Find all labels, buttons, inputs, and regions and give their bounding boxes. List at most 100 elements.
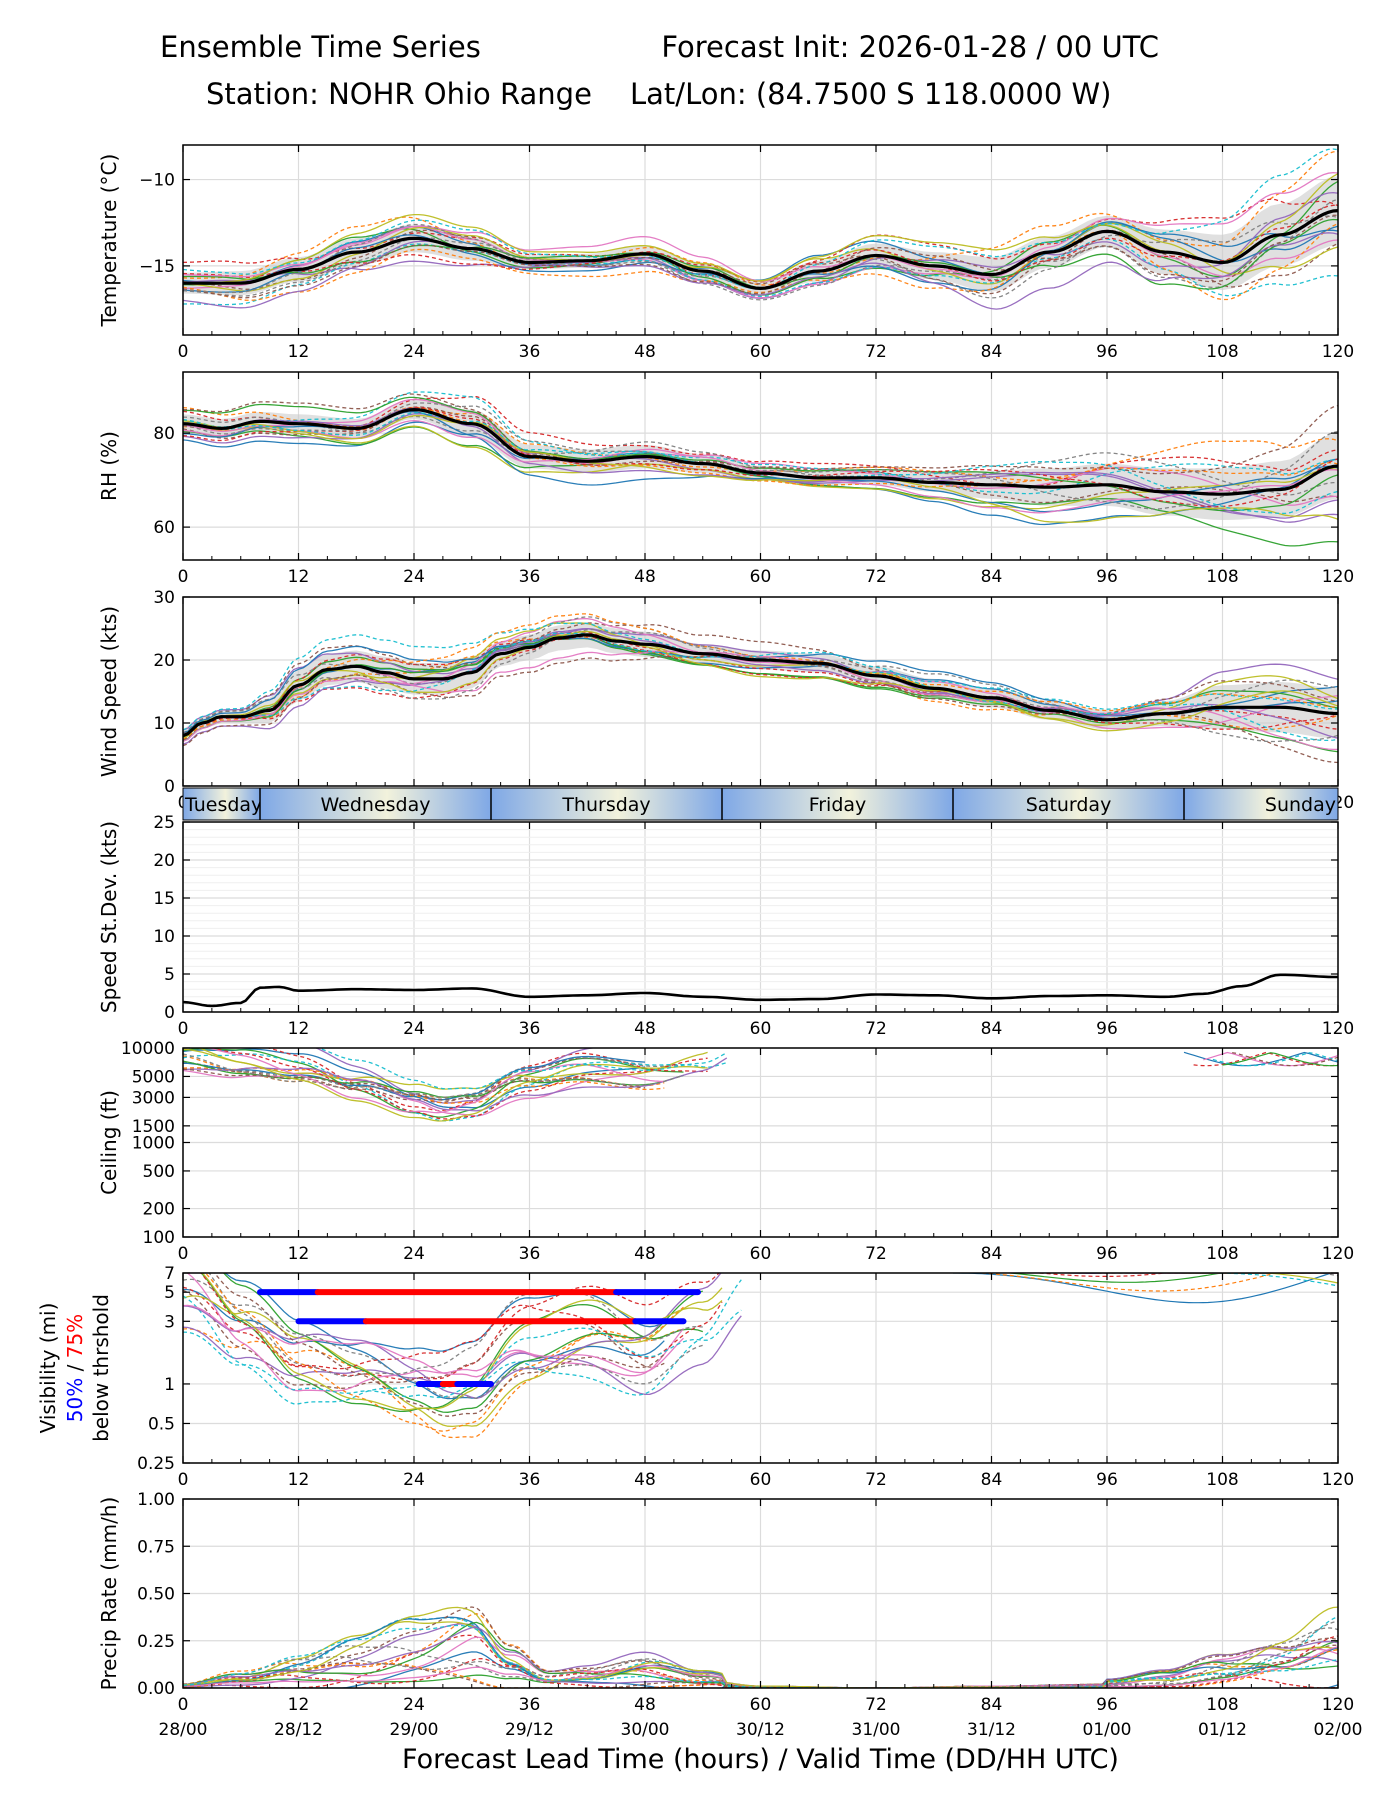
panel-ceiling: 0 12 24 36 48 60 72 84 96 108 120 100 200 500 10001500… xyxy=(97,1039,1354,1264)
ceiling-ytick-label: 3000 xyxy=(132,1088,175,1108)
precip-ytick-label: 0.75 xyxy=(137,1537,175,1557)
wind-ytick-label: 20 xyxy=(153,651,175,671)
rh-member-line xyxy=(183,391,1338,495)
temperature-xtick-label: 108 xyxy=(1206,342,1238,362)
rh-xtick-label: 48 xyxy=(634,567,656,587)
visibility-member-line xyxy=(201,1273,723,1411)
wind-ylabel: Wind Speed (kts) xyxy=(97,606,121,777)
ceiling-xtick-label: 108 xyxy=(1206,1244,1238,1264)
ceiling-member-line xyxy=(183,1053,727,1122)
visibility-member-line xyxy=(1184,1273,1338,1284)
wind-member-line xyxy=(183,622,1338,734)
visibility-ytick-label: 1 xyxy=(164,1375,175,1395)
temperature-member-line xyxy=(183,173,1338,285)
rh-xtick-label: 60 xyxy=(750,567,772,587)
rh-member-line xyxy=(183,406,1338,508)
ceiling-member-line xyxy=(316,1048,728,1090)
wind-member-line xyxy=(183,630,1338,739)
latlon-label: Lat/Lon: (84.7500 S 118.0000 W) xyxy=(630,77,1112,111)
rh-ytick-label: 80 xyxy=(153,424,175,444)
rh-xtick-label: 12 xyxy=(288,567,310,587)
precip-xtick-label: 0 xyxy=(178,1695,189,1715)
ceiling-ytick-label: 500 xyxy=(143,1162,175,1182)
valid-time-label: 02/00 xyxy=(1314,1720,1363,1740)
temperature-xtick-label: 12 xyxy=(288,342,310,362)
stdev-ytick-label: 0 xyxy=(164,1003,175,1023)
temperature-xtick-label: 96 xyxy=(1096,342,1118,362)
day-label: Friday xyxy=(809,794,867,816)
panel-stdev: 0 12 24 36 48 60 72 84 96 108 120 0 5 10 15 20 25 Speed S… xyxy=(97,813,1354,1039)
stdev-xtick-label: 84 xyxy=(981,1019,1003,1039)
panel-visibility: 0 12 24 36 48 60 72 84 96 108 120 0.25 0.5 1 3 57 Visibi… xyxy=(36,1264,1354,1490)
day-band-frame xyxy=(182,787,1339,821)
pct-75-label: 75% xyxy=(63,1314,87,1358)
visibility-member-line xyxy=(183,1273,720,1381)
temperature-member-line xyxy=(183,232,1338,310)
rh-member-line xyxy=(183,422,1338,510)
valid-time-label: 31/00 xyxy=(852,1720,901,1740)
ceiling-ylabel: Ceiling (ft) xyxy=(97,1090,121,1195)
visibility-member-line xyxy=(981,1273,1338,1292)
x-axis-title: Forecast Lead Time (hours) / Valid Time … xyxy=(402,1744,1119,1775)
rh-xtick-label: 120 xyxy=(1322,567,1354,587)
ceiling-member-line xyxy=(1212,1052,1338,1067)
ceiling-ytick-label: 10000 xyxy=(121,1039,175,1059)
forecast-init: Forecast Init: 2026-01-28 / 00 UTC xyxy=(661,30,1159,64)
visibility-member-line xyxy=(222,1273,703,1413)
visibility-ytick-label: 0.25 xyxy=(137,1454,175,1474)
precip-xtick-label: 48 xyxy=(634,1695,656,1715)
stdev-xtick-label: 108 xyxy=(1206,1019,1238,1039)
rh-xtick-label: 0 xyxy=(178,567,189,587)
pct-sep: / xyxy=(63,1358,87,1377)
visibility-member-line xyxy=(183,1304,684,1378)
day-segment xyxy=(722,788,953,820)
valid-time-label: 31/12 xyxy=(967,1720,1016,1740)
rh-member-line xyxy=(183,402,1338,510)
ceiling-member-line xyxy=(183,1048,708,1122)
visibility-xtick-label: 48 xyxy=(634,1470,656,1490)
day-label: Tuesday xyxy=(184,794,262,816)
ceiling-xtick-label: 84 xyxy=(981,1244,1003,1264)
panel-rh: 0 12 24 36 48 60 72 84 96 108 120 60 80 RH (%) xyxy=(97,371,1354,587)
visibility-member-line xyxy=(208,1273,703,1378)
temperature-xtick-label: 84 xyxy=(981,342,1003,362)
temperature-member-line xyxy=(183,238,1338,306)
stdev-xtick-label: 72 xyxy=(865,1019,887,1039)
visibility-ytick-label: 0.5 xyxy=(148,1414,175,1434)
rh-member-line xyxy=(183,420,1338,514)
precip-ytick-label: 0.25 xyxy=(137,1632,175,1652)
wind-member-line xyxy=(183,628,1338,745)
day-segment xyxy=(491,788,722,820)
stdev-ylabel: Speed St.Dev. (kts) xyxy=(97,821,121,1013)
temperature-ytick-label: −10 xyxy=(139,171,175,191)
stdev-xtick-label: 12 xyxy=(288,1019,310,1039)
temperature-member-line xyxy=(183,148,1338,290)
visibility-xtick-label: 24 xyxy=(403,1470,425,1490)
wind-member-line xyxy=(183,618,1338,735)
ceiling-member-line xyxy=(183,1060,684,1098)
precip-xtick-label: 12 xyxy=(288,1695,310,1715)
precip-xtick-label: 60 xyxy=(750,1695,772,1715)
precip-xtick-label: 72 xyxy=(865,1695,887,1715)
stdev-mean-line xyxy=(182,973,1338,1008)
panel-wind: 012243648607284961081200102030Wind Speed… xyxy=(97,588,1354,813)
temperature-member-line xyxy=(183,204,1338,283)
rh-xtick-label: 96 xyxy=(1096,567,1118,587)
day-label: Sunday xyxy=(1265,794,1336,816)
temperature-member-line xyxy=(183,223,1338,301)
visibility-ytick-label: 3 xyxy=(164,1312,175,1332)
ceiling-xtick-label: 120 xyxy=(1322,1244,1354,1264)
ceiling-member-line xyxy=(314,1048,598,1104)
visibility-xtick-label: 72 xyxy=(865,1470,887,1490)
rh-xtick-label: 108 xyxy=(1206,567,1238,587)
precip-xtick-label: 84 xyxy=(981,1695,1003,1715)
precip-member-line xyxy=(183,1615,1338,1688)
visibility-member-line xyxy=(1039,1273,1338,1277)
visibility-member-line xyxy=(185,1273,685,1392)
stdev-xtick-label: 24 xyxy=(403,1019,425,1039)
day-label: Wednesday xyxy=(320,794,430,816)
ceiling-member-line xyxy=(1222,1052,1338,1067)
ceiling-xtick-label: 12 xyxy=(288,1244,310,1264)
rh-ylabel: RH (%) xyxy=(97,431,121,501)
stdev-ytick-label: 20 xyxy=(153,851,175,871)
